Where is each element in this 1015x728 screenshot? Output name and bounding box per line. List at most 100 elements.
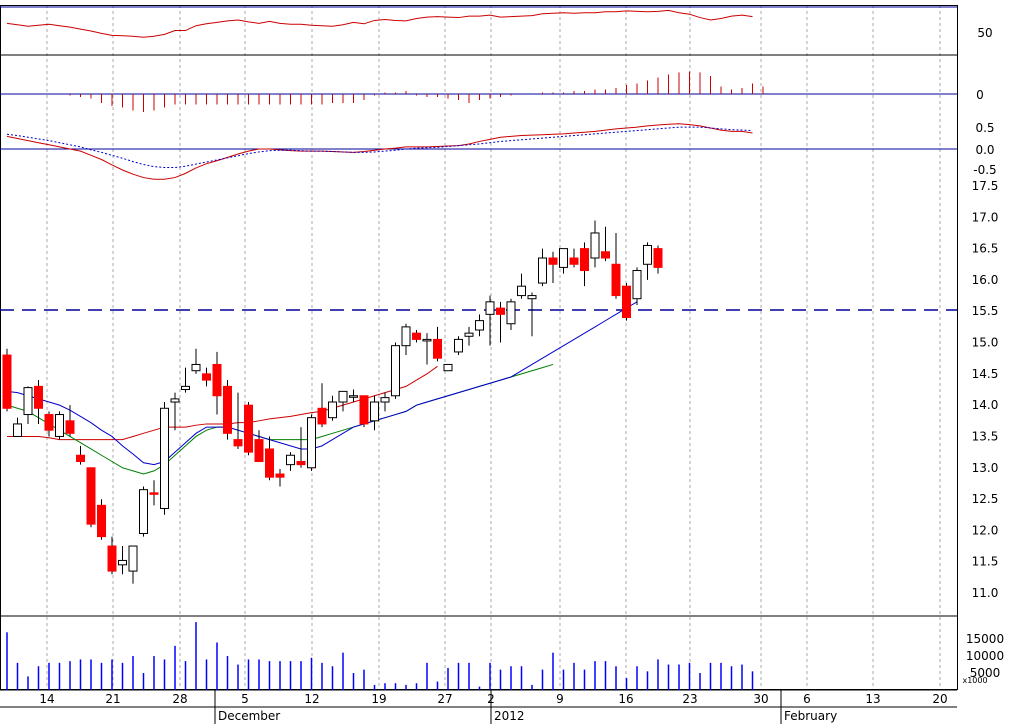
candle-body xyxy=(559,248,568,268)
candle-body xyxy=(622,285,631,318)
volume-unit-label: x1000 xyxy=(962,676,987,685)
candle-body xyxy=(653,248,663,268)
outer-frame xyxy=(0,5,958,690)
price-tick-label: 17.0 xyxy=(972,210,999,224)
macd-label: -0.5 xyxy=(973,163,996,177)
candle-body xyxy=(254,439,264,463)
histogram-label: 0 xyxy=(976,88,984,102)
candle-body xyxy=(328,401,337,419)
candle-body xyxy=(107,545,117,572)
price-tick-label: 17.5 xyxy=(972,179,999,193)
price-panel xyxy=(0,220,957,584)
candle-body xyxy=(580,248,589,272)
month-label: February xyxy=(784,709,837,723)
candle-body xyxy=(223,385,232,434)
date-tick-label: 16 xyxy=(618,692,633,706)
volume-panel xyxy=(6,622,754,690)
price-tick-label: 15.5 xyxy=(972,304,999,318)
candle-body xyxy=(401,326,411,347)
candle-body xyxy=(359,395,369,425)
date-tick-label: 23 xyxy=(682,692,697,706)
candle-body xyxy=(160,407,169,509)
macd-line xyxy=(6,123,753,180)
candle-body xyxy=(170,398,180,403)
candle-body xyxy=(349,395,358,398)
macd-label: 0.5 xyxy=(975,121,994,135)
rsi-line xyxy=(6,9,753,38)
month-label: 2012 xyxy=(494,709,525,723)
candle-body xyxy=(464,332,474,337)
month-label: December xyxy=(218,709,280,723)
date-tick-label: 6 xyxy=(803,692,811,706)
candle-body xyxy=(76,454,85,463)
price-tick-label: 11.5 xyxy=(972,555,999,569)
price-tick-label: 14.0 xyxy=(972,398,999,412)
date-tick-label: 27 xyxy=(437,692,452,706)
candle-body xyxy=(307,417,316,469)
macd-label: 0.0 xyxy=(975,143,994,157)
rsi-label: 50 xyxy=(977,26,992,40)
date-tick-label: 20 xyxy=(932,692,947,706)
date-tick-label: 30 xyxy=(753,692,768,706)
grid-lines xyxy=(46,5,941,690)
candle-body xyxy=(191,363,201,372)
candle-body xyxy=(44,414,54,431)
price-tick-label: 13.5 xyxy=(972,429,999,443)
rsi-panel xyxy=(6,9,753,38)
date-tick-label: 28 xyxy=(172,692,187,706)
price-tick-label: 12.5 xyxy=(972,492,999,506)
date-tick-label: 13 xyxy=(865,692,880,706)
date-tick-label: 9 xyxy=(556,692,564,706)
candle-body xyxy=(118,559,127,566)
candle-body xyxy=(296,461,306,466)
candle-body xyxy=(412,332,421,340)
signal-line xyxy=(6,126,753,168)
macd-panel xyxy=(6,123,753,180)
candle-body xyxy=(55,414,64,437)
date-tick-label: 19 xyxy=(371,692,386,706)
price-tick-label: 12.0 xyxy=(972,523,999,537)
candle-body xyxy=(265,448,274,478)
candle-body xyxy=(517,285,526,297)
candle-body xyxy=(181,385,190,391)
date-tick-label: 21 xyxy=(105,692,120,706)
candle-body xyxy=(590,232,600,259)
date-tick-label: 12 xyxy=(304,692,319,706)
price-tick-label: 11.0 xyxy=(972,586,999,600)
candle-body xyxy=(643,244,652,265)
price-tick-label: 16.5 xyxy=(972,242,999,256)
candle-body xyxy=(34,385,43,409)
candle-body xyxy=(506,301,516,325)
candle-body xyxy=(475,320,484,331)
candle-body xyxy=(496,307,505,315)
volume-tick-label: 15000 xyxy=(966,632,1004,646)
candle-body xyxy=(23,387,33,416)
price-tick-label: 14.5 xyxy=(972,367,999,381)
price-tick-label: 16.0 xyxy=(972,273,999,287)
candle-body xyxy=(97,504,106,538)
histogram-panel xyxy=(69,71,764,112)
candle-body xyxy=(569,257,579,265)
candle-body xyxy=(422,338,432,342)
candle-body xyxy=(538,257,547,284)
candle-body xyxy=(65,420,75,434)
volume-tick-label: 5000 xyxy=(970,666,1001,680)
candle-body xyxy=(632,270,642,300)
candle-body xyxy=(13,423,22,437)
candle-body xyxy=(611,263,621,297)
candle-body xyxy=(338,390,348,403)
candle-body xyxy=(139,489,148,535)
candle-body xyxy=(275,473,285,478)
candle-body xyxy=(2,354,12,409)
candle-body xyxy=(244,404,253,453)
candle-body xyxy=(454,338,463,353)
price-tick-label: 13.0 xyxy=(972,461,999,475)
price-tick-label: 15.0 xyxy=(972,336,999,350)
candle-body xyxy=(391,345,400,397)
candle-body xyxy=(317,407,327,425)
candle-body xyxy=(202,373,211,381)
date-tick-label: 14 xyxy=(39,692,54,706)
candle-body xyxy=(527,295,537,300)
